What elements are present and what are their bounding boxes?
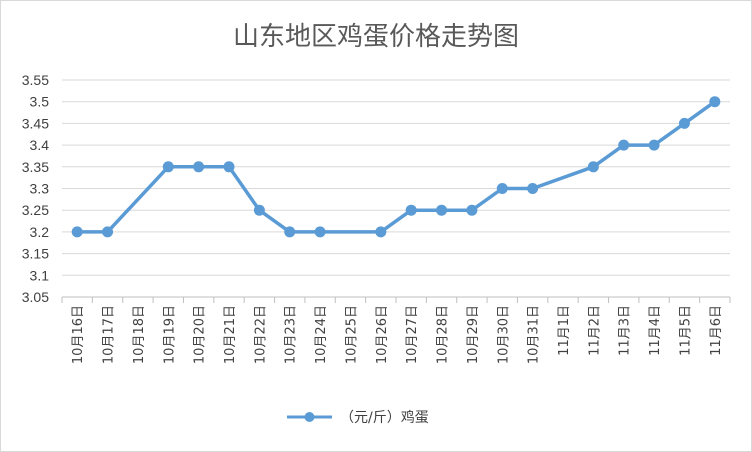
data-point	[527, 183, 539, 194]
x-tick-label: 11月5日	[678, 305, 693, 356]
x-tick-label: 10月16日	[71, 305, 86, 364]
data-point	[648, 139, 660, 151]
y-tick-label: 3.2	[30, 224, 50, 240]
x-tick-label: 10月24日	[314, 305, 329, 364]
data-point	[223, 161, 235, 173]
x-tick-label: 11月6日	[709, 305, 724, 356]
data-point	[193, 161, 205, 173]
data-point	[709, 96, 721, 108]
x-tick-label: 10月20日	[193, 305, 208, 364]
x-tick-label: 10月29日	[466, 305, 481, 364]
y-tick-label: 3.15	[22, 246, 49, 262]
data-point	[496, 183, 508, 194]
data-point	[375, 226, 387, 238]
y-tick-label: 3.35	[22, 159, 49, 175]
legend: （元/斤）鸡蛋	[287, 409, 429, 426]
data-point	[284, 226, 296, 238]
y-tick-label: 3.25	[22, 202, 49, 218]
y-tick-label: 3.55	[22, 72, 49, 88]
data-point	[587, 161, 599, 173]
x-tick-label: 11月2日	[587, 305, 602, 356]
series-layer	[71, 96, 721, 238]
y-tick-label: 3.05	[22, 289, 49, 305]
x-tick-label: 11月1日	[557, 305, 572, 356]
chart-title: 山东地区鸡蛋价格走势图	[233, 22, 519, 52]
x-tick-label: 10月18日	[132, 305, 147, 364]
legend-label: （元/斤）鸡蛋	[340, 409, 429, 426]
data-point	[71, 226, 83, 238]
x-tick-label: 10月19日	[162, 305, 177, 364]
x-tick-label: 10月27日	[405, 305, 420, 364]
y-tick-label: 3.45	[22, 115, 49, 131]
data-point	[405, 204, 417, 216]
x-axis: 10月16日 10月17日 10月18日 10月19日 10月20日 10月21日 10月2…	[61, 297, 731, 364]
x-tick-label: 10月17日	[102, 305, 117, 364]
y-tick-label: 3.1	[30, 267, 50, 283]
data-point	[162, 161, 174, 173]
gridlines	[62, 79, 730, 298]
x-tick-label: 10月30日	[496, 305, 511, 364]
data-point	[102, 226, 114, 238]
x-tick-label: 10月31日	[527, 305, 542, 364]
y-tick-label: 3.3	[30, 181, 50, 197]
x-tick-label: 10月25日	[344, 305, 359, 364]
data-point	[314, 226, 326, 238]
x-tick-label: 10月21日	[223, 305, 238, 364]
y-tick-label: 3.5	[30, 94, 50, 110]
x-tick-label: 10月22日	[253, 305, 268, 364]
data-point	[436, 204, 448, 216]
data-point	[618, 139, 630, 151]
x-tick-label: 11月4日	[648, 305, 663, 356]
legend-marker	[304, 412, 315, 422]
data-point	[678, 117, 690, 129]
data-point	[253, 204, 265, 216]
y-axis: 3.05 3.1 3.15 3.2 3.25 3.3 3.35 3.4 3.45 3.5 3.55	[22, 72, 49, 305]
x-tick-label: 10月23日	[284, 305, 299, 364]
y-tick-label: 3.4	[30, 137, 50, 153]
data-point	[466, 204, 478, 216]
x-tick-label: 10月26日	[375, 305, 390, 364]
x-tick-label: 11月3日	[618, 305, 633, 356]
x-tick-label: 10月28日	[436, 305, 451, 364]
